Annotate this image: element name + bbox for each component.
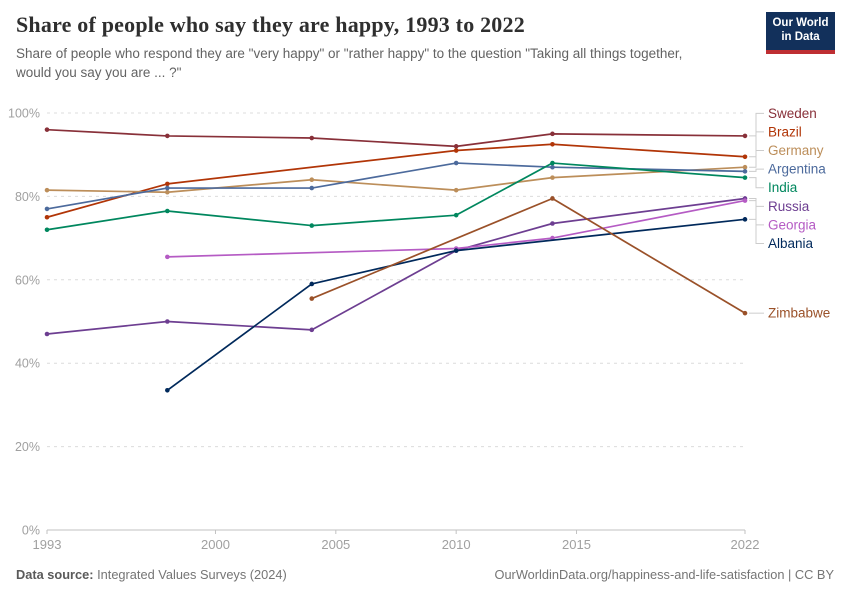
data-point-albania — [309, 281, 315, 287]
data-point-zimbabwe — [550, 196, 555, 201]
data-point-argentina — [309, 185, 315, 191]
data-point-brazil — [742, 154, 748, 160]
data-point-zimbabwe — [309, 296, 315, 301]
data-point-zimbabwe — [742, 310, 748, 316]
data-point-russia — [550, 221, 555, 226]
legend-label-brazil[interactable]: Brazil — [768, 124, 802, 139]
y-tick-label: 0% — [22, 524, 40, 538]
license-link[interactable]: CC BY — [794, 567, 834, 582]
chart-url-link[interactable]: OurWorldinData.org/happiness-and-life-sa… — [494, 567, 785, 582]
y-tick-label: 40% — [15, 357, 40, 371]
data-point-argentina — [44, 206, 50, 212]
data-point-argentina — [165, 185, 170, 191]
legend-label-india[interactable]: India — [768, 180, 798, 195]
data-point-georgia — [742, 198, 748, 203]
data-point-sweden — [44, 127, 50, 132]
y-tick-label: 20% — [15, 440, 40, 454]
legend-label-georgia[interactable]: Georgia — [768, 217, 817, 232]
data-point-russia — [165, 319, 170, 324]
legend-connector-india — [749, 177, 764, 189]
series-line-georgia[interactable] — [166, 199, 746, 258]
header: Share of people who say they are happy, … — [16, 12, 751, 83]
legend-connector-brazil — [749, 131, 764, 158]
owid-logo-line1: Our World — [772, 17, 829, 29]
series-line-albania[interactable] — [166, 218, 746, 392]
data-point-russia — [44, 331, 50, 337]
data-point-argentina — [453, 160, 459, 166]
legend-label-argentina[interactable]: Argentina — [768, 162, 826, 177]
data-point-sweden — [742, 133, 748, 139]
x-tick-label: 2022 — [731, 537, 760, 552]
data-source-note: Data source: Integrated Values Surveys (… — [16, 567, 287, 582]
data-point-georgia — [165, 254, 170, 260]
data-point-albania — [453, 248, 459, 253]
data-point-brazil — [44, 214, 50, 220]
series-line-sweden[interactable] — [46, 128, 746, 148]
data-point-germany — [165, 189, 170, 195]
data-point-brazil — [550, 141, 555, 147]
data-point-albania — [742, 217, 748, 222]
y-tick-label: 80% — [15, 190, 40, 204]
legend-connector-sweden — [749, 112, 764, 137]
legend-label-sweden[interactable]: Sweden — [768, 106, 817, 121]
owid-logo-line2: in Data — [781, 31, 820, 44]
y-tick-label: 100% — [8, 107, 40, 121]
data-source-label: Data source: — [16, 567, 94, 582]
data-source-value: Integrated Values Surveys (2024) — [93, 567, 287, 582]
series-line-india[interactable] — [46, 162, 746, 231]
series-line-zimbabwe[interactable] — [310, 197, 746, 315]
data-point-germany — [453, 187, 459, 193]
legend-connector-albania — [749, 218, 764, 245]
footer: Data source: Integrated Values Surveys (… — [16, 567, 834, 582]
footer-separator: | — [784, 567, 795, 582]
y-tick-label: 60% — [15, 273, 40, 287]
data-point-india — [309, 223, 315, 228]
legend-label-russia[interactable]: Russia — [768, 199, 810, 214]
data-point-argentina — [742, 169, 748, 174]
legend-connector-argentina — [749, 168, 764, 172]
chart-subtitle: Share of people who respond they are "ve… — [16, 46, 683, 80]
data-point-russia — [309, 327, 315, 333]
data-point-germany — [550, 175, 555, 180]
data-point-sweden — [550, 131, 555, 137]
data-point-germany — [44, 187, 50, 193]
series-line-brazil[interactable] — [46, 143, 746, 219]
x-tick-label: 2000 — [201, 537, 230, 552]
x-tick-label: 2015 — [562, 537, 591, 552]
data-point-argentina — [550, 164, 555, 170]
footer-right: OurWorldinData.org/happiness-and-life-sa… — [494, 567, 834, 582]
data-point-germany — [309, 177, 315, 183]
owid-logo[interactable]: Our World in Data — [766, 12, 835, 54]
data-point-india — [742, 175, 748, 180]
data-point-brazil — [453, 148, 459, 153]
data-point-albania — [165, 388, 170, 393]
data-point-brazil — [165, 181, 170, 187]
data-point-india — [550, 160, 555, 166]
data-point-sweden — [165, 133, 170, 139]
legend-label-zimbabwe[interactable]: Zimbabwe — [768, 306, 830, 321]
chart-title: Share of people who say they are happy, … — [16, 12, 525, 37]
data-point-germany — [742, 164, 748, 170]
data-point-india — [453, 212, 459, 218]
data-point-india — [165, 208, 170, 214]
x-tick-label: 2005 — [321, 537, 350, 552]
x-tick-label: 1993 — [33, 537, 62, 552]
legend-connector-germany — [749, 150, 764, 168]
legend-connector-georgia — [749, 200, 764, 226]
legend-label-albania[interactable]: Albania — [768, 236, 814, 251]
x-tick-label: 2010 — [442, 537, 471, 552]
legend-label-germany[interactable]: Germany — [768, 143, 824, 158]
data-point-india — [44, 227, 50, 233]
data-point-sweden — [309, 135, 315, 141]
data-point-sweden — [453, 144, 459, 149]
series-line-russia[interactable] — [46, 197, 746, 335]
series-line-argentina[interactable] — [46, 162, 746, 210]
